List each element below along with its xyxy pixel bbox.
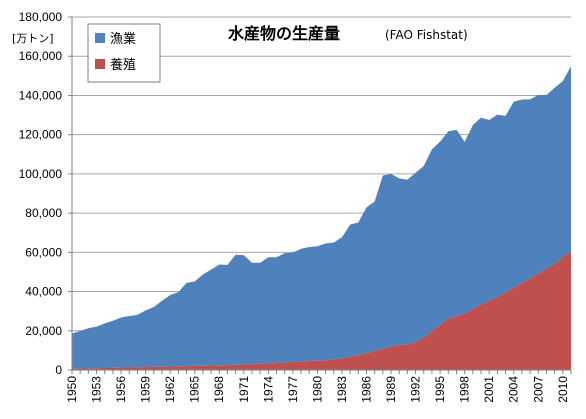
y-tick-label: 40,000: [25, 285, 62, 299]
x-tick-label: 2004: [507, 376, 521, 403]
y-tick-label: 60,000: [25, 245, 62, 259]
chart-subtitle: (FAO Fishstat): [385, 28, 468, 42]
legend-label-fishery: 漁業: [110, 31, 136, 47]
axes: [68, 16, 572, 374]
y-tick-label: 160,000: [19, 49, 63, 63]
x-tick-label: 2001: [482, 376, 496, 403]
x-tick-label: 1989: [384, 376, 398, 403]
area-series-aquaculture: [72, 251, 571, 370]
x-tick-label: 1983: [335, 376, 349, 403]
x-tick-label: 1977: [286, 376, 300, 403]
legend-swatch-aquaculture: [95, 59, 105, 69]
x-tick-label: 1965: [188, 376, 202, 403]
x-tick-label: 1998: [458, 376, 472, 403]
area-series-layer: [72, 66, 571, 370]
legend-swatch-fishery: [95, 33, 105, 43]
x-tick-label: 1968: [212, 376, 226, 403]
x-tick-label: 1974: [261, 376, 275, 403]
unit-label: [万トン]: [12, 32, 54, 45]
area-series-fishery: [72, 66, 571, 369]
x-tick-label: 1980: [310, 376, 324, 403]
x-tick-label: 1962: [163, 376, 177, 403]
legend: 漁業 養殖: [87, 23, 161, 83]
x-tick-label: 1971: [237, 376, 251, 403]
x-tick-label: 1992: [409, 376, 423, 403]
x-tick-label: 1995: [433, 376, 447, 403]
y-tick-label: 120,000: [19, 128, 63, 142]
y-axis-tick-labels: 0 20,000 40,000 60,000 80,000 100,000 120,000 1…: [19, 10, 63, 377]
y-tick-label: 0: [55, 363, 62, 377]
legend-label-aquaculture: 養殖: [110, 57, 136, 73]
x-tick-label: 1959: [139, 376, 153, 403]
y-tick-label: 100,000: [19, 167, 63, 181]
x-tick-label: 2007: [531, 376, 545, 403]
x-tick-label: 1956: [114, 376, 128, 403]
chart-title: 水産物の生産量: [228, 24, 340, 43]
x-axis-tick-labels: 1950 1953 1956 1959 1962 1965 1968 1971 1974 1977…: [65, 376, 570, 403]
x-tick-label: 1953: [90, 376, 104, 403]
y-tick-label: 20,000: [25, 324, 62, 338]
x-tick-label: 1986: [359, 376, 373, 403]
x-tick-label: 2010: [556, 376, 570, 403]
y-tick-label: 80,000: [25, 206, 62, 220]
y-tick-label: 180,000: [19, 10, 63, 24]
x-tick-label: 1950: [65, 376, 79, 403]
y-tick-label: 140,000: [19, 88, 63, 102]
